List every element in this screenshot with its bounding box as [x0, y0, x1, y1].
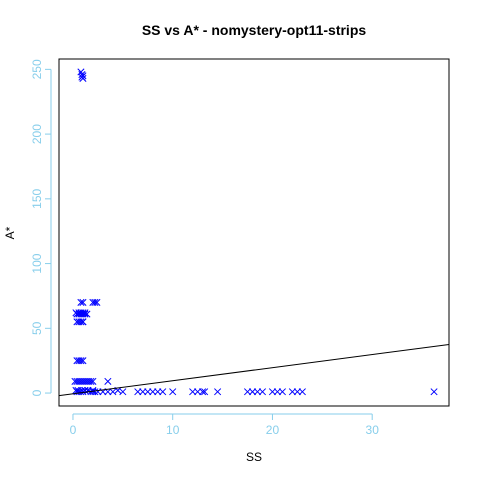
data-point [243, 388, 252, 396]
data-point [214, 388, 222, 396]
data-point [77, 298, 85, 306]
y-tick-label: 150 [30, 189, 44, 209]
data-point [253, 388, 262, 396]
data-point [81, 309, 89, 317]
data-point [189, 388, 197, 396]
y-tick-label: 50 [30, 321, 44, 335]
trend-line [58, 344, 450, 397]
data-point [278, 388, 286, 396]
y-axis: 0 50 100 150 200 250 [30, 59, 52, 396]
data-point [430, 388, 438, 396]
y-tick-label: 250 [30, 59, 44, 79]
data-point [273, 388, 281, 396]
data-point [248, 388, 257, 396]
data-point [288, 388, 296, 396]
data-point [79, 357, 87, 365]
data-point [134, 388, 142, 396]
data-point [79, 74, 87, 82]
data-point [154, 388, 162, 396]
data-point [144, 388, 152, 396]
data-point [104, 377, 112, 385]
data-point [194, 388, 202, 396]
data-point [72, 309, 80, 317]
data-point [258, 388, 267, 396]
data-point [77, 318, 85, 326]
chart-title: SS vs A* - nomystery-opt11-strips [142, 22, 367, 38]
data-point [201, 388, 209, 396]
x-tick-label: 10 [166, 423, 180, 437]
data-point [87, 377, 95, 385]
data-point [139, 388, 147, 396]
y-tick-label: 200 [30, 124, 44, 144]
data-point [159, 388, 167, 396]
plot-frame [58, 58, 450, 407]
data-point [149, 388, 157, 396]
y-tick-label: 0 [30, 389, 44, 396]
data-point [93, 298, 101, 306]
data-point [169, 388, 177, 396]
data-point [119, 388, 127, 396]
x-axis: 0 10 20 30 [70, 413, 380, 437]
data-point [293, 388, 301, 396]
data-point [79, 309, 87, 317]
data-point [77, 357, 85, 365]
x-tick-label: 0 [70, 423, 77, 437]
data-point [89, 377, 97, 385]
data-point [72, 386, 80, 395]
y-tick-label: 100 [30, 253, 44, 273]
x-tick-label: 30 [366, 423, 380, 437]
data-points [71, 68, 438, 396]
trend-line-group [58, 344, 450, 397]
data-point [298, 388, 306, 396]
data-point [268, 388, 277, 396]
data-point [79, 298, 87, 306]
data-point [89, 386, 97, 395]
x-axis-label: SS [246, 450, 262, 464]
x-tick-label: 20 [266, 423, 280, 437]
y-axis-label: A* [3, 226, 17, 239]
data-point [79, 318, 87, 326]
data-point [91, 298, 99, 306]
data-point [199, 388, 207, 396]
data-point [109, 388, 117, 396]
